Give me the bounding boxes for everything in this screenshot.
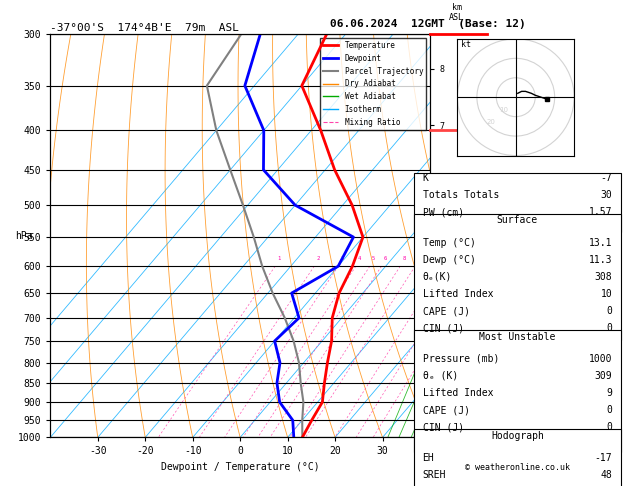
Text: 20: 20 bbox=[487, 119, 496, 125]
Text: 3: 3 bbox=[340, 256, 343, 260]
Text: -37°00'S  174°4B'E  79m  ASL: -37°00'S 174°4B'E 79m ASL bbox=[50, 23, 239, 33]
Text: CIN (J): CIN (J) bbox=[423, 422, 464, 433]
Text: 9: 9 bbox=[606, 388, 612, 398]
Text: Most Unstable: Most Unstable bbox=[479, 331, 555, 342]
Text: Hodograph: Hodograph bbox=[491, 431, 544, 441]
Text: Lifted Index: Lifted Index bbox=[423, 388, 493, 398]
Text: © weatheronline.co.uk: © weatheronline.co.uk bbox=[465, 463, 570, 472]
Text: 308: 308 bbox=[594, 272, 612, 282]
Text: 30: 30 bbox=[601, 190, 612, 200]
Text: -7: -7 bbox=[601, 173, 612, 183]
Legend: Temperature, Dewpoint, Parcel Trajectory, Dry Adiabat, Wet Adiabat, Isotherm, Mi: Temperature, Dewpoint, Parcel Trajectory… bbox=[320, 38, 426, 130]
FancyBboxPatch shape bbox=[414, 174, 621, 232]
Text: 1: 1 bbox=[277, 256, 281, 260]
Text: CIN (J): CIN (J) bbox=[423, 324, 464, 333]
Text: PW (cm): PW (cm) bbox=[423, 208, 464, 217]
FancyBboxPatch shape bbox=[414, 330, 621, 452]
Text: 0: 0 bbox=[606, 306, 612, 316]
Text: K: K bbox=[423, 173, 428, 183]
Text: 1000: 1000 bbox=[589, 354, 612, 364]
Text: 10: 10 bbox=[499, 106, 508, 113]
Text: 2: 2 bbox=[316, 256, 320, 260]
Text: Lifted Index: Lifted Index bbox=[423, 289, 493, 299]
Text: CAPE (J): CAPE (J) bbox=[423, 405, 469, 416]
Text: Dewp (°C): Dewp (°C) bbox=[423, 255, 476, 265]
Text: 4: 4 bbox=[358, 256, 361, 260]
Text: 5: 5 bbox=[372, 256, 375, 260]
X-axis label: Dewpoint / Temperature (°C): Dewpoint / Temperature (°C) bbox=[161, 462, 320, 472]
Text: EH: EH bbox=[423, 453, 434, 463]
Text: θₑ (K): θₑ (K) bbox=[423, 371, 458, 381]
Text: 48: 48 bbox=[601, 470, 612, 480]
Text: hPa: hPa bbox=[15, 231, 33, 241]
Text: km
ASL: km ASL bbox=[449, 2, 464, 22]
Text: -17: -17 bbox=[594, 453, 612, 463]
Text: Totals Totals: Totals Totals bbox=[423, 190, 499, 200]
Text: 06.06.2024  12GMT  (Base: 12): 06.06.2024 12GMT (Base: 12) bbox=[330, 19, 526, 30]
Text: 10: 10 bbox=[416, 256, 422, 260]
Text: LCL: LCL bbox=[434, 419, 449, 428]
Text: CAPE (J): CAPE (J) bbox=[423, 306, 469, 316]
Text: 13.1: 13.1 bbox=[589, 238, 612, 247]
Text: 11.3: 11.3 bbox=[589, 255, 612, 265]
Text: Surface: Surface bbox=[497, 215, 538, 226]
Text: 309: 309 bbox=[594, 371, 612, 381]
Text: Pressure (mb): Pressure (mb) bbox=[423, 354, 499, 364]
Text: 0: 0 bbox=[606, 422, 612, 433]
Text: 0: 0 bbox=[606, 324, 612, 333]
FancyBboxPatch shape bbox=[414, 429, 621, 486]
Text: 8: 8 bbox=[402, 256, 406, 260]
Text: 1.57: 1.57 bbox=[589, 208, 612, 217]
FancyBboxPatch shape bbox=[414, 214, 621, 340]
Text: Temp (°C): Temp (°C) bbox=[423, 238, 476, 247]
Text: SREH: SREH bbox=[423, 470, 446, 480]
Text: 10: 10 bbox=[601, 289, 612, 299]
Text: kt: kt bbox=[461, 40, 471, 49]
Text: 0: 0 bbox=[606, 405, 612, 416]
Text: θₑ(K): θₑ(K) bbox=[423, 272, 452, 282]
Text: 6: 6 bbox=[384, 256, 387, 260]
